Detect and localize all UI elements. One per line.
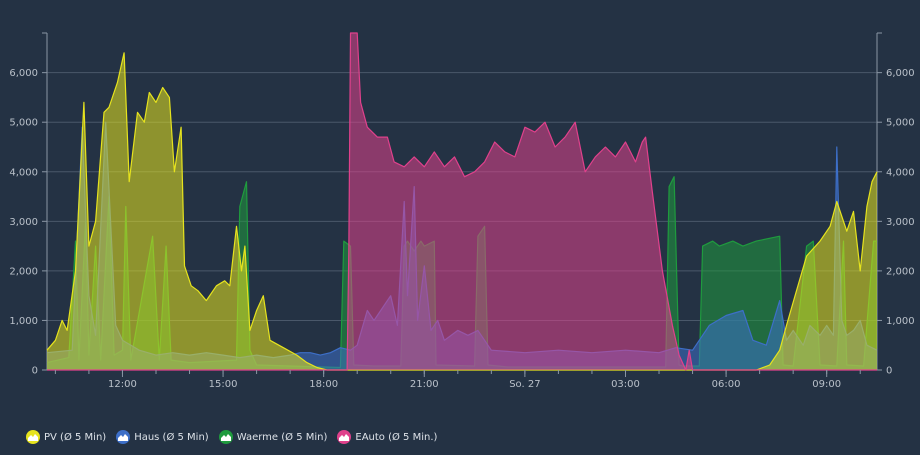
legend-item-haus[interactable]: Haus (Ø 5 Min): [116, 430, 209, 444]
y-tick-label: 3,000: [9, 217, 38, 228]
y-tick-label: 5,000: [9, 118, 38, 129]
x-tick-label: 09:00: [812, 379, 841, 390]
area-series-icon: [116, 430, 131, 444]
y-tick-label: 3,000: [886, 217, 915, 228]
x-tick-label: 06:00: [712, 379, 741, 390]
area-series-icon: [218, 430, 233, 444]
y-axis-left: 0 1,000 2,000 3,000 4,000 5,000 6,000: [9, 32, 48, 377]
y-tick-label: 6,000: [886, 68, 915, 79]
y-tick-label: 2,000: [886, 266, 915, 277]
legend-label-waerme: Waerme (Ø 5 Min): [236, 431, 328, 443]
y-tick-label: 0: [886, 366, 892, 377]
x-tick-label: 12:00: [108, 379, 137, 390]
legend-item-pv[interactable]: PV (Ø 5 Min): [26, 430, 106, 444]
legend-label-pv: PV (Ø 5 Min): [44, 431, 107, 443]
y-tick-label: 1,000: [9, 316, 38, 327]
x-tick-label: 15:00: [209, 379, 238, 390]
area-pv: [47, 52, 877, 371]
y-tick-label: 4,000: [886, 167, 915, 178]
area-eauto: [47, 33, 877, 370]
y-axis-right: 0 1,000 2,000 3,000 4,000 5,000 6,000: [876, 32, 915, 377]
area-series-icon: [26, 430, 40, 444]
legend-label-haus: Haus (Ø 5 Min): [134, 431, 209, 443]
series-areas: [46, 32, 878, 371]
y-tick-label: 6,000: [9, 68, 38, 79]
area-series-icon: [337, 430, 352, 444]
y-tick-label: 4,000: [9, 167, 38, 178]
x-tick-label: So. 27: [509, 379, 540, 390]
y-tick-label: 0: [32, 366, 38, 377]
x-axis: 12:00 15:00 18:00 21:00 So. 27 03:00 06:00 09:0…: [54, 370, 861, 390]
line-pv: [46, 52, 878, 371]
x-tick-label: 03:00: [611, 379, 640, 390]
legend-item-eauto[interactable]: EAuto (Ø 5 Min.): [337, 430, 437, 444]
legend-item-waerme[interactable]: Waerme (Ø 5 Min): [218, 430, 328, 444]
y-tick-label: 5,000: [886, 118, 915, 129]
y-tick-label: 2,000: [9, 266, 38, 277]
line-eauto: [47, 32, 877, 371]
legend: PV (Ø 5 Min) Haus (Ø 5 Min) Waerme (Ø 5 …: [26, 430, 437, 444]
x-tick-label: 18:00: [309, 379, 338, 390]
x-tick-label: 21:00: [410, 379, 439, 390]
legend-label-eauto: EAuto (Ø 5 Min.): [355, 431, 438, 443]
y-tick-label: 1,000: [886, 316, 915, 327]
